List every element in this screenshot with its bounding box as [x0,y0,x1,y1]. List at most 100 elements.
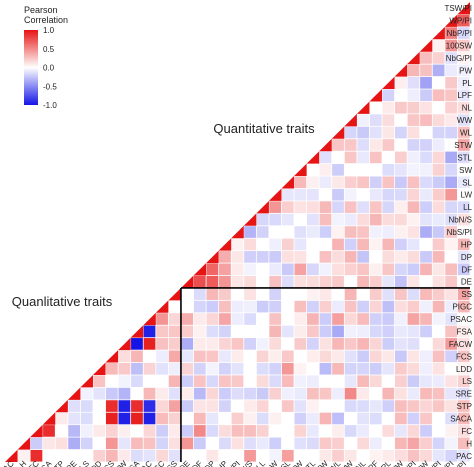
diagonal-cell [92,362,106,375]
heatmap-cell [193,313,206,325]
heatmap-cell [118,449,131,462]
heatmap-cell [131,387,143,400]
heatmap-cell [269,238,282,251]
heatmap-cell [219,338,231,350]
heatmap-cell [319,375,332,388]
heatmap-cell [432,449,445,462]
heatmap-cell [307,387,319,400]
heatmap-cell [382,449,395,462]
heatmap-cell [181,338,194,350]
heatmap-cell [93,425,106,437]
row-label: FC [461,427,472,436]
diagonal-cell [105,350,119,363]
heatmap-cell [420,375,432,388]
heatmap-cell [219,313,231,325]
heatmap-cell [307,362,319,375]
row-label: LW [461,191,473,200]
heatmap-cell [332,313,344,325]
heatmap-cell [457,52,470,64]
heatmap-cell [307,400,319,412]
heatmap-cell [244,437,256,450]
heatmap-cell [294,375,307,388]
heatmap-cell [332,151,344,164]
heatmap-cell [269,387,282,400]
heatmap-cell [294,226,307,238]
heatmap-cell [168,362,181,375]
heatmap-cell [219,300,231,313]
heatmap-cell [344,238,357,251]
heatmap-cell [219,449,231,462]
heatmap-cell [332,251,344,263]
heatmap-cell [407,151,420,164]
heatmap-cell [369,387,382,400]
heatmap-cell [407,400,420,412]
heatmap-cell [231,449,244,462]
heatmap-cell [407,101,420,114]
heatmap-cell [168,300,181,313]
heatmap-cell [30,437,43,450]
heatmap-cell [445,27,458,39]
heatmap-cell [382,425,395,437]
heatmap-cell [307,176,319,189]
heatmap-cell [369,263,382,276]
heatmap-cell [80,400,93,412]
heatmap-cell [256,338,269,350]
heatmap-cell [382,164,395,176]
column-label: FSA [124,459,142,467]
heatmap-cell [432,251,445,263]
heatmap-cell [382,400,395,412]
heatmap-cell [206,387,219,400]
heatmap-cell [420,188,432,201]
heatmap-cell [281,201,294,213]
heatmap-cell [369,338,382,350]
heatmap-cell [357,251,370,263]
heatmap-cell [307,375,319,388]
heatmap-cell [206,300,219,313]
heatmap-cell [382,238,395,251]
heatmap-cell [445,213,458,226]
heatmap-cell [256,425,269,437]
diagonal-cell [356,101,370,114]
diagonal-cell [256,200,269,214]
heatmap-cell [281,449,294,462]
heatmap-cell [407,76,420,89]
heatmap-cell [319,188,332,201]
heatmap-cell [269,288,282,300]
heatmap-cell [319,325,332,338]
heatmap-cell [432,338,445,350]
heatmap-cell [307,275,319,288]
heatmap-cell [445,437,458,450]
heatmap-cell [281,263,294,276]
row-label: NbG/PI [446,54,472,63]
heatmap-cell [118,375,131,388]
heatmap-cell [457,387,470,400]
row-label: FSA [456,327,472,336]
diagonal-cell [319,138,332,152]
heatmap-cell [80,425,93,437]
heatmap-cell [344,126,357,139]
heatmap-cell [457,325,470,338]
heatmap-cell [357,151,370,164]
heatmap-cell [231,412,244,425]
heatmap-cell [206,275,219,288]
heatmap-cell [332,188,344,201]
heatmap-cell [244,425,256,437]
heatmap-cell [457,164,470,176]
diagonal-cell [143,312,156,326]
heatmap-cell [219,288,231,300]
diagonal-cell [130,325,144,338]
heatmap-cell [143,350,156,363]
row-label: PSAC [450,315,472,324]
heatmap-cell [382,188,395,201]
row-label: FCS [456,352,472,361]
heatmap-cell [256,288,269,300]
heatmap-cell [105,412,118,425]
heatmap-cell [269,313,282,325]
heatmap-cell [357,300,370,313]
heatmap-cell [131,338,143,350]
heatmap-cell [43,437,55,450]
heatmap-cell [219,412,231,425]
heatmap-cell [332,412,344,425]
heatmap-cell [457,126,470,139]
heatmap-cell [382,139,395,151]
